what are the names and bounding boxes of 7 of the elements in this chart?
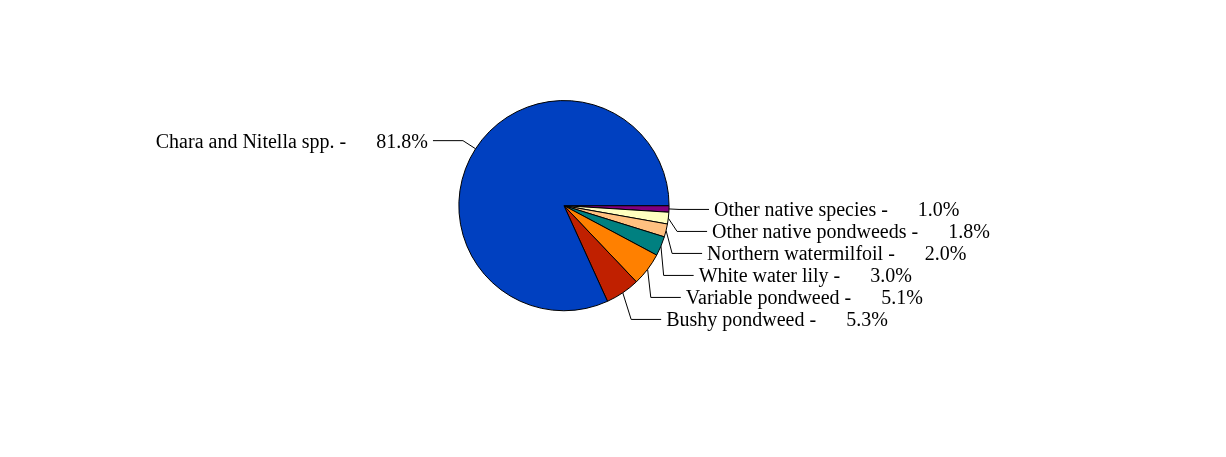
slice-label: Variable pondweed - 5.1% xyxy=(685,286,923,310)
slice-label: White water lily - 3.0% xyxy=(698,264,912,288)
slice-label: Chara and Nitella spp. - 81.8% xyxy=(155,129,428,153)
slice-label: Bushy pondweed - 5.3% xyxy=(666,308,888,332)
slice-label: Other native pondweeds - 1.8% xyxy=(712,220,990,244)
slice-label: Northern watermilfoil - 2.0% xyxy=(707,242,967,265)
slice-label: Other native species - 1.0% xyxy=(714,198,960,222)
